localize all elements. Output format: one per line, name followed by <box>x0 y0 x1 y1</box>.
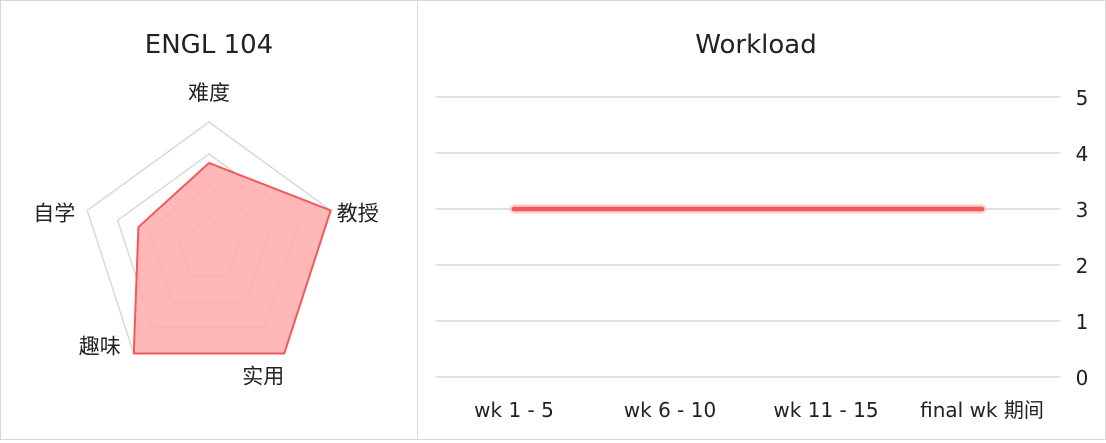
y-tick-label: 5 <box>1076 86 1089 110</box>
line-panel: Workload 0 1 2 3 4 5 wk 1 - 5 wk 6 - 10 wk 11 -… <box>418 1 1105 439</box>
radar-title: ENGL 104 <box>145 30 273 60</box>
radar-axis-label: 教授 <box>337 201 379 225</box>
line-chart: Workload 0 1 2 3 4 5 wk 1 - 5 wk 6 - 10 wk 11 -… <box>436 30 1089 422</box>
x-axis-ticks: wk 1 - 5 wk 6 - 10 wk 11 - 15 final wk 期间 <box>474 398 1044 422</box>
panel-divider <box>417 1 418 439</box>
x-tick-label: final wk 期间 <box>920 398 1044 422</box>
radar-area <box>132 161 332 355</box>
radar-axis-label: 难度 <box>188 81 230 105</box>
radar-axis-label: 自学 <box>33 201 75 225</box>
line-title: Workload <box>695 30 816 60</box>
y-tick-label: 1 <box>1076 310 1089 334</box>
y-tick-label: 3 <box>1076 198 1089 222</box>
x-tick-label: wk 11 - 15 <box>773 398 878 422</box>
radar-axis-label: 实用 <box>242 365 284 389</box>
y-tick-label: 0 <box>1076 366 1089 390</box>
y-tick-label: 4 <box>1076 142 1089 166</box>
x-tick-label: wk 1 - 5 <box>474 398 554 422</box>
x-tick-label: wk 6 - 10 <box>624 398 716 422</box>
radar-series-area <box>132 161 332 355</box>
radar-panel: ENGL 104 难度教授实用 趣味 自学 <box>1 1 417 439</box>
y-axis-ticks: 0 1 2 3 4 5 <box>1076 86 1089 390</box>
radar-axis-label: 趣味 <box>79 335 121 359</box>
line-gridlines <box>436 96 1060 378</box>
y-tick-label: 2 <box>1076 254 1089 278</box>
